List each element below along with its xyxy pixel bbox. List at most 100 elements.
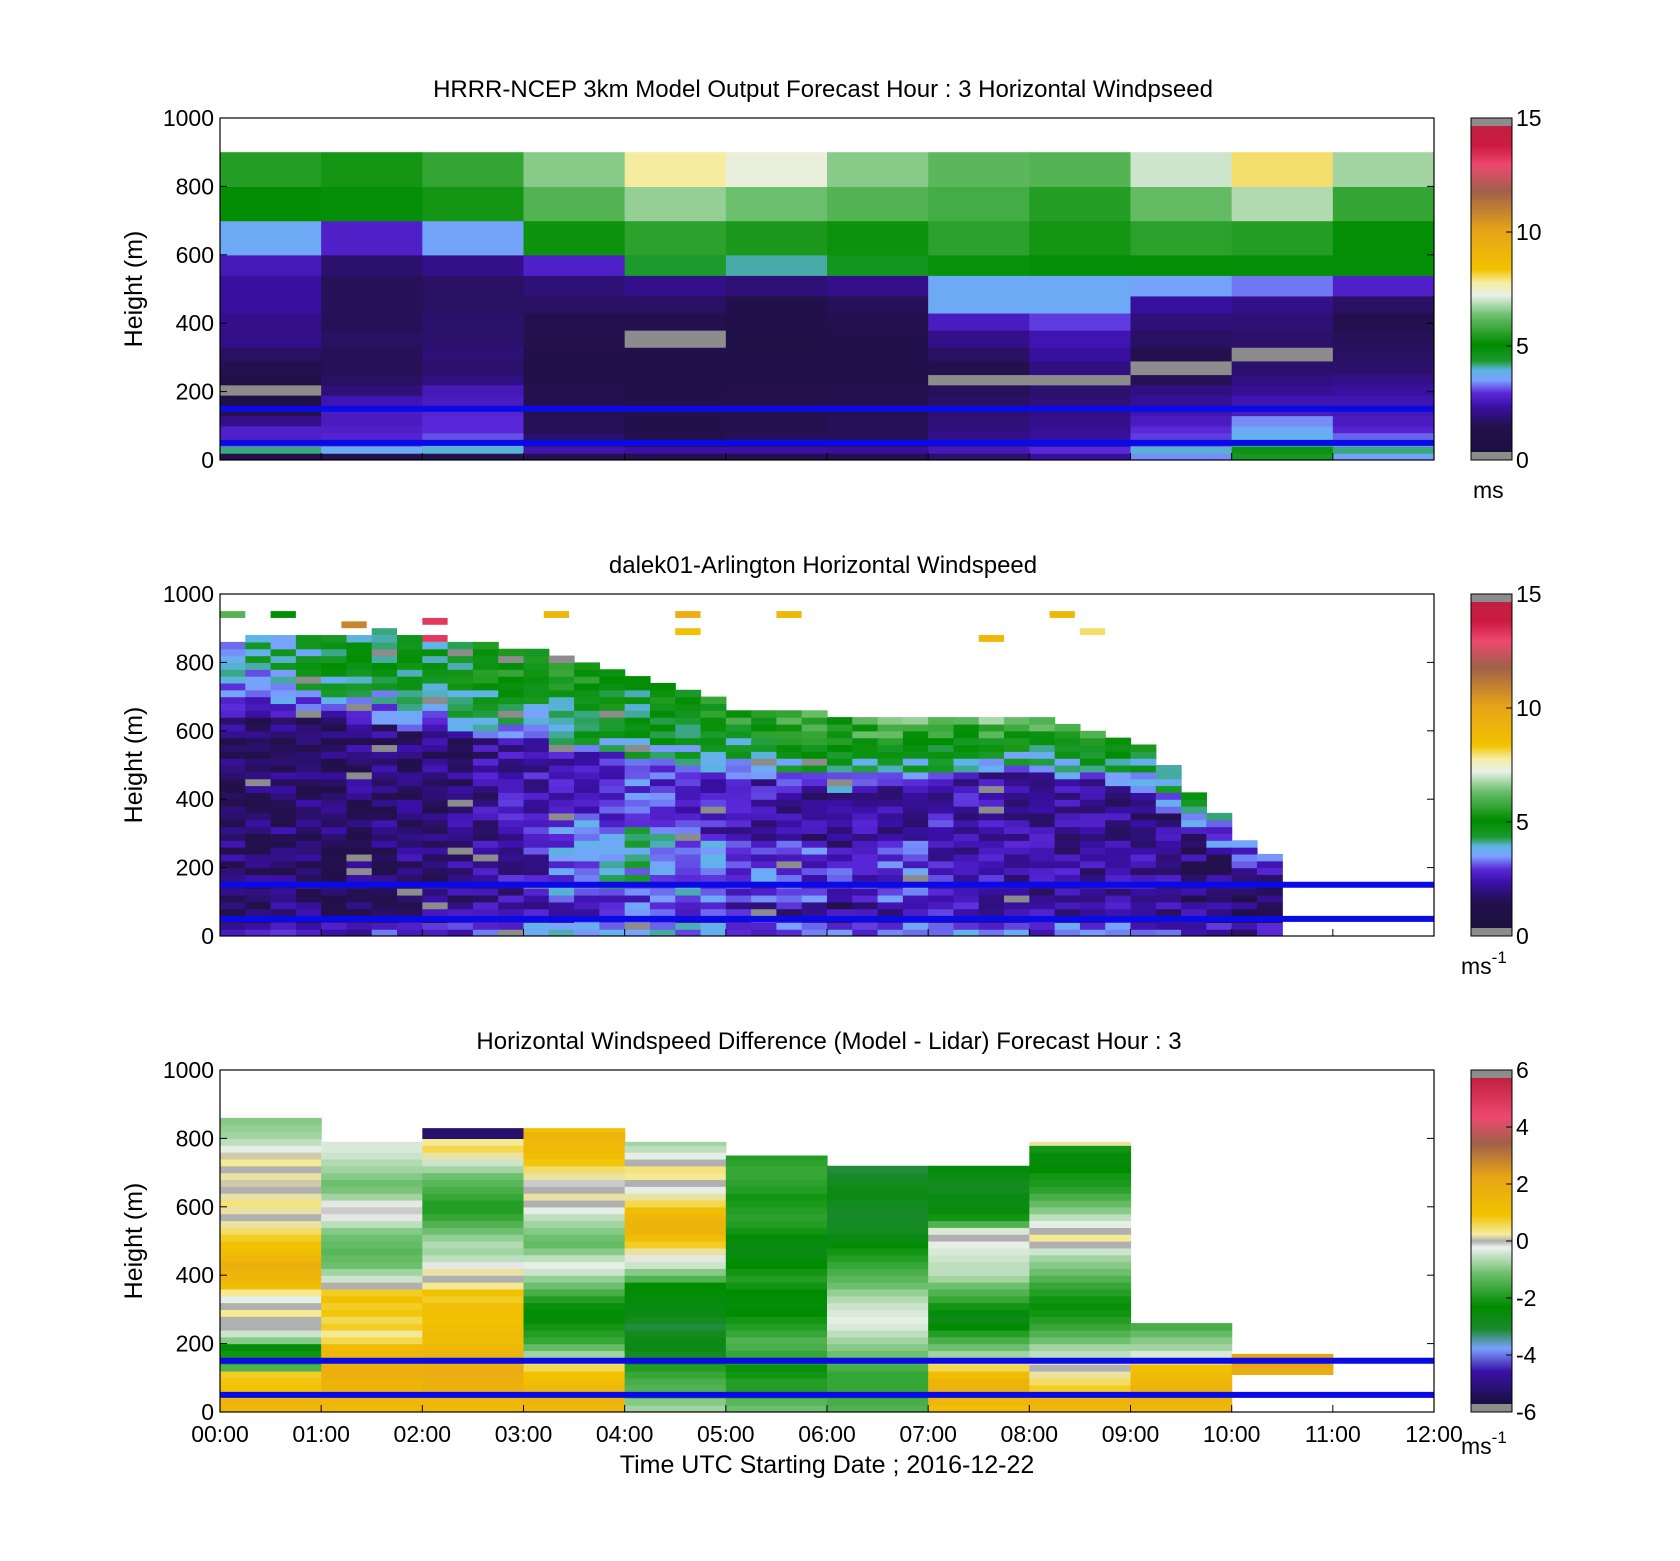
heatmap-cell: [220, 696, 246, 705]
heatmap-cell: [220, 453, 322, 460]
heatmap-cell: [245, 853, 272, 862]
heatmap-cell: [220, 1343, 322, 1352]
heatmap-cell: [397, 676, 423, 684]
heatmap-cell: [1130, 860, 1157, 869]
heatmap-cell: [1256, 860, 1283, 869]
heatmap-cell: [523, 374, 626, 386]
heatmap-cell: [776, 799, 803, 807]
heatmap-cell: [245, 812, 272, 821]
heatmap-cell: [447, 751, 474, 759]
heatmap-cell: [1105, 853, 1132, 862]
heatmap-cell: [1130, 908, 1157, 917]
heatmap-cell: [852, 894, 879, 903]
heatmap-cell: [649, 799, 676, 807]
heatmap-cell: [295, 785, 322, 793]
heatmap-cell: [978, 730, 1005, 739]
heatmap-cell: [801, 778, 828, 787]
heatmap-cell: [245, 682, 272, 691]
heatmap-cell: [1079, 792, 1106, 800]
heatmap-cell: [599, 908, 626, 917]
heatmap-cell: [543, 611, 570, 618]
heatmap-cell: [321, 888, 348, 896]
heatmap-cell: [978, 847, 1005, 855]
heatmap-cell: [1004, 771, 1030, 780]
heatmap-cell: [877, 737, 904, 746]
heatmap-cell: [574, 922, 600, 930]
heatmap-cell: [371, 744, 398, 752]
heatmap-cell: [928, 1213, 1030, 1222]
heatmap-cell: [1079, 758, 1106, 766]
heatmap-cell: [371, 676, 398, 684]
heatmap-cell: [1130, 1329, 1233, 1338]
heatmap-cell: [852, 908, 879, 917]
heatmap-cell: [1206, 888, 1233, 896]
heatmap-cell: [1004, 929, 1030, 936]
heatmap-cell: [1130, 152, 1233, 187]
heatmap-cell: [624, 1377, 727, 1386]
heatmap-cell: [220, 330, 322, 348]
heatmap-cell: [877, 860, 904, 869]
heatmap-cell: [422, 1282, 525, 1290]
heatmap-cell: [700, 737, 727, 746]
heatmap-cell: [1004, 723, 1030, 732]
heatmap-cell: [422, 908, 449, 917]
heatmap-cell: [346, 819, 373, 828]
heatmap-cell: [902, 744, 929, 752]
heatmap-cell: [1206, 819, 1233, 828]
heatmap-cell: [220, 641, 246, 650]
heatmap-cell: [725, 1158, 828, 1167]
heatmap-cell: [371, 840, 398, 848]
heatmap-cell: [447, 723, 474, 732]
heatmap-cell: [928, 874, 955, 882]
heatmap-cell: [1231, 453, 1334, 460]
heatmap-cell: [548, 901, 575, 910]
heatmap-cell: [270, 819, 297, 828]
heatmap-cell: [574, 730, 600, 739]
heatmap-cell: [827, 1241, 929, 1249]
heatmap-cell: [599, 799, 626, 807]
heatmap-cell: [624, 1336, 727, 1345]
heatmap-cell: [220, 1145, 322, 1153]
heatmap-cell: [295, 710, 322, 718]
heatmap-cell: [953, 819, 980, 828]
heatmap-cell: [928, 453, 1030, 460]
heatmap-cell: [321, 275, 423, 297]
heatmap-cell: [346, 806, 373, 814]
heatmap-cell: [700, 771, 727, 780]
heatmap-cell: [523, 1193, 626, 1201]
heatmap-cell: [751, 867, 778, 876]
heatmap-cell: [902, 901, 929, 910]
heatmap-cell: [1332, 374, 1434, 386]
heatmap-cell: [1130, 833, 1157, 841]
heatmap-cell: [472, 812, 499, 821]
heatmap-cell: [1029, 799, 1056, 807]
heatmap-cell: [422, 1288, 525, 1297]
heatmap-cell: [852, 901, 879, 910]
heatmap-cell: [1079, 908, 1106, 917]
heatmap-cell: [574, 819, 600, 828]
heatmap-cell: [447, 717, 474, 725]
heatmap-cell: [295, 833, 322, 841]
heatmap-cell: [725, 1199, 828, 1208]
heatmap-cell: [523, 432, 626, 441]
heatmap-cell: [220, 676, 246, 684]
heatmap-cell: [1079, 901, 1106, 910]
heatmap-cell: [801, 860, 828, 869]
heatmap-cell: [447, 710, 474, 718]
heatmap-cell: [498, 723, 525, 732]
heatmap-cell: [827, 1247, 929, 1256]
heatmap-cell: [725, 432, 828, 441]
heatmap-cell: [599, 758, 626, 766]
heatmap-cell: [624, 415, 727, 427]
heatmap-cell: [624, 1199, 727, 1208]
heatmap-cell: [827, 347, 929, 362]
heatmap-cell: [953, 765, 980, 773]
heatmap-cell: [700, 812, 727, 821]
heatmap-cell: [1029, 785, 1056, 793]
heatmap-cell: [295, 696, 322, 705]
heatmap-cell: [928, 312, 1030, 331]
heatmap-cell: [725, 1405, 828, 1412]
heatmap-cell: [1181, 922, 1207, 930]
heatmap-cell: [902, 771, 929, 780]
